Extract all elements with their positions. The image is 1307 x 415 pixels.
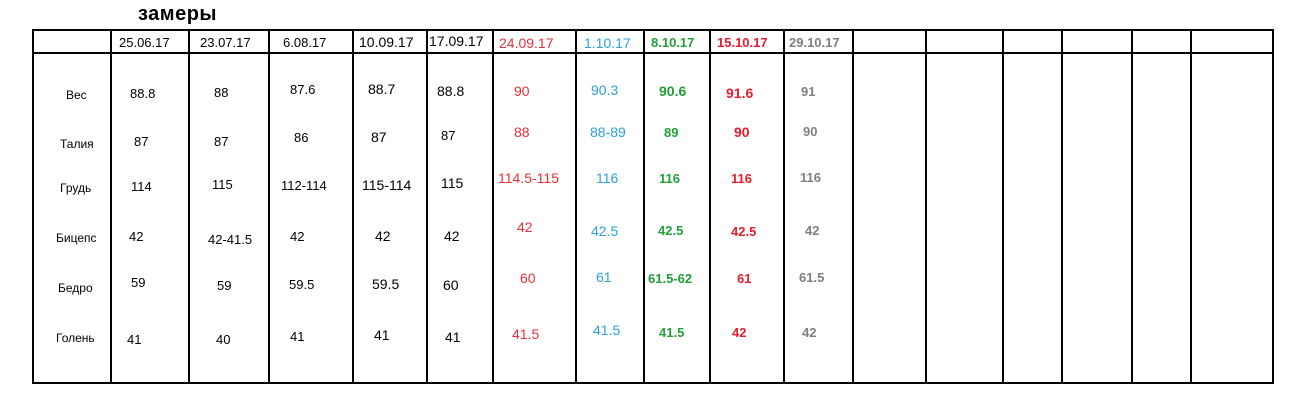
table-cell: 88-89 — [590, 124, 626, 140]
col-divider — [1190, 31, 1192, 382]
col-divider — [709, 31, 711, 382]
table-cell: 61.5 — [799, 270, 825, 285]
table-cell: 41 — [374, 327, 390, 343]
table-cell: 59 — [217, 278, 232, 293]
page-title: замеры — [138, 3, 218, 25]
table-cell: 61 — [737, 271, 752, 286]
row-label-chest: Грудь — [60, 181, 92, 195]
table-cell: 87 — [214, 134, 229, 149]
col-divider — [1131, 31, 1133, 382]
table-cell: 88.7 — [368, 81, 396, 97]
row-label-weight: Вес — [66, 88, 87, 102]
col-divider — [925, 31, 927, 382]
table-cell: 42 — [444, 228, 460, 244]
table-cell: 42 — [805, 223, 820, 238]
column-header-date: 10.09.17 — [359, 34, 414, 50]
table-cell: 88.8 — [130, 86, 156, 101]
col-divider — [110, 31, 112, 382]
table-cell: 87 — [371, 129, 387, 145]
table-cell: 42.5 — [731, 224, 757, 239]
col-divider — [352, 31, 354, 382]
row-label-biceps: Бицепс — [56, 231, 97, 245]
table-cell: 115 — [441, 175, 464, 191]
col-divider — [492, 31, 494, 382]
table-cell: 40 — [216, 332, 231, 347]
col-divider — [1002, 31, 1004, 382]
measurements-table — [32, 29, 1274, 384]
table-cell: 41 — [127, 332, 142, 347]
table-cell: 115-114 — [362, 177, 412, 193]
col-divider — [188, 31, 190, 382]
column-header-date: 1.10.17 — [584, 35, 631, 51]
table-cell: 90 — [734, 124, 750, 140]
table-cell: 42.5 — [658, 223, 684, 238]
table-cell: 41.5 — [512, 326, 540, 342]
table-cell: 116 — [731, 171, 752, 186]
table-cell: 41.5 — [593, 322, 621, 338]
table-cell: 59 — [131, 275, 146, 290]
col-divider — [643, 31, 645, 382]
table-cell: 61 — [596, 269, 612, 285]
table-cell: 88 — [514, 124, 530, 140]
row-label-thigh: Бедро — [58, 281, 93, 295]
column-header-date: 25.06.17 — [119, 35, 170, 50]
column-header-date: 24.09.17 — [499, 35, 554, 51]
table-cell: 90 — [803, 124, 818, 139]
table-cell: 114 — [131, 179, 152, 194]
header-divider — [34, 52, 1272, 54]
col-divider — [268, 31, 270, 382]
table-cell: 42 — [375, 228, 391, 244]
col-divider — [1061, 31, 1063, 382]
table-cell: 89 — [664, 125, 679, 140]
column-header-date: 8.10.17 — [651, 35, 695, 50]
table-cell: 86 — [294, 130, 309, 145]
table-cell: 116 — [596, 170, 619, 186]
table-cell: 41 — [445, 329, 461, 345]
table-cell: 90 — [514, 83, 530, 99]
table-cell: 42 — [290, 229, 305, 244]
table-cell: 59.5 — [289, 277, 315, 292]
table-cell: 112-114 — [281, 178, 327, 193]
table-cell: 115 — [212, 177, 233, 192]
column-header-date: 17.09.17 — [429, 33, 484, 49]
table-cell: 42-41.5 — [208, 232, 253, 247]
table-cell: 88 — [214, 85, 229, 100]
table-cell: 60 — [520, 270, 536, 286]
row-label-calf: Голень — [56, 331, 95, 345]
table-cell: 116 — [659, 171, 680, 186]
table-cell: 87 — [134, 134, 149, 149]
table-cell: 114.5-115 — [498, 170, 559, 186]
table-cell: 88.8 — [437, 83, 465, 99]
col-divider — [426, 31, 428, 382]
row-label-waist: Талия — [60, 137, 94, 151]
table-cell: 42 — [517, 219, 533, 235]
column-header-date: 29.10.17 — [789, 35, 840, 50]
table-cell: 42 — [802, 325, 817, 340]
table-cell: 87.6 — [290, 82, 316, 97]
table-cell: 60 — [443, 277, 459, 293]
table-cell: 91 — [801, 84, 816, 99]
table-cell: 42 — [732, 325, 747, 340]
table-cell: 41.5 — [659, 325, 685, 340]
table-cell: 91.6 — [726, 85, 754, 101]
col-divider — [852, 31, 854, 382]
table-cell: 87 — [441, 128, 456, 143]
table-cell: 42 — [129, 229, 144, 244]
table-cell: 61.5-62 — [648, 271, 693, 286]
table-cell: 42.5 — [591, 223, 619, 239]
col-divider — [575, 31, 577, 382]
table-cell: 41 — [290, 329, 305, 344]
column-header-date: 15.10.17 — [717, 35, 768, 50]
column-header-date: 23.07.17 — [200, 35, 251, 50]
col-divider — [783, 31, 785, 382]
table-cell: 90.6 — [659, 83, 687, 99]
table-cell: 90.3 — [591, 82, 619, 98]
table-cell: 116 — [800, 170, 821, 185]
table-cell: 59.5 — [372, 276, 400, 292]
column-header-date: 6.08.17 — [283, 35, 327, 50]
